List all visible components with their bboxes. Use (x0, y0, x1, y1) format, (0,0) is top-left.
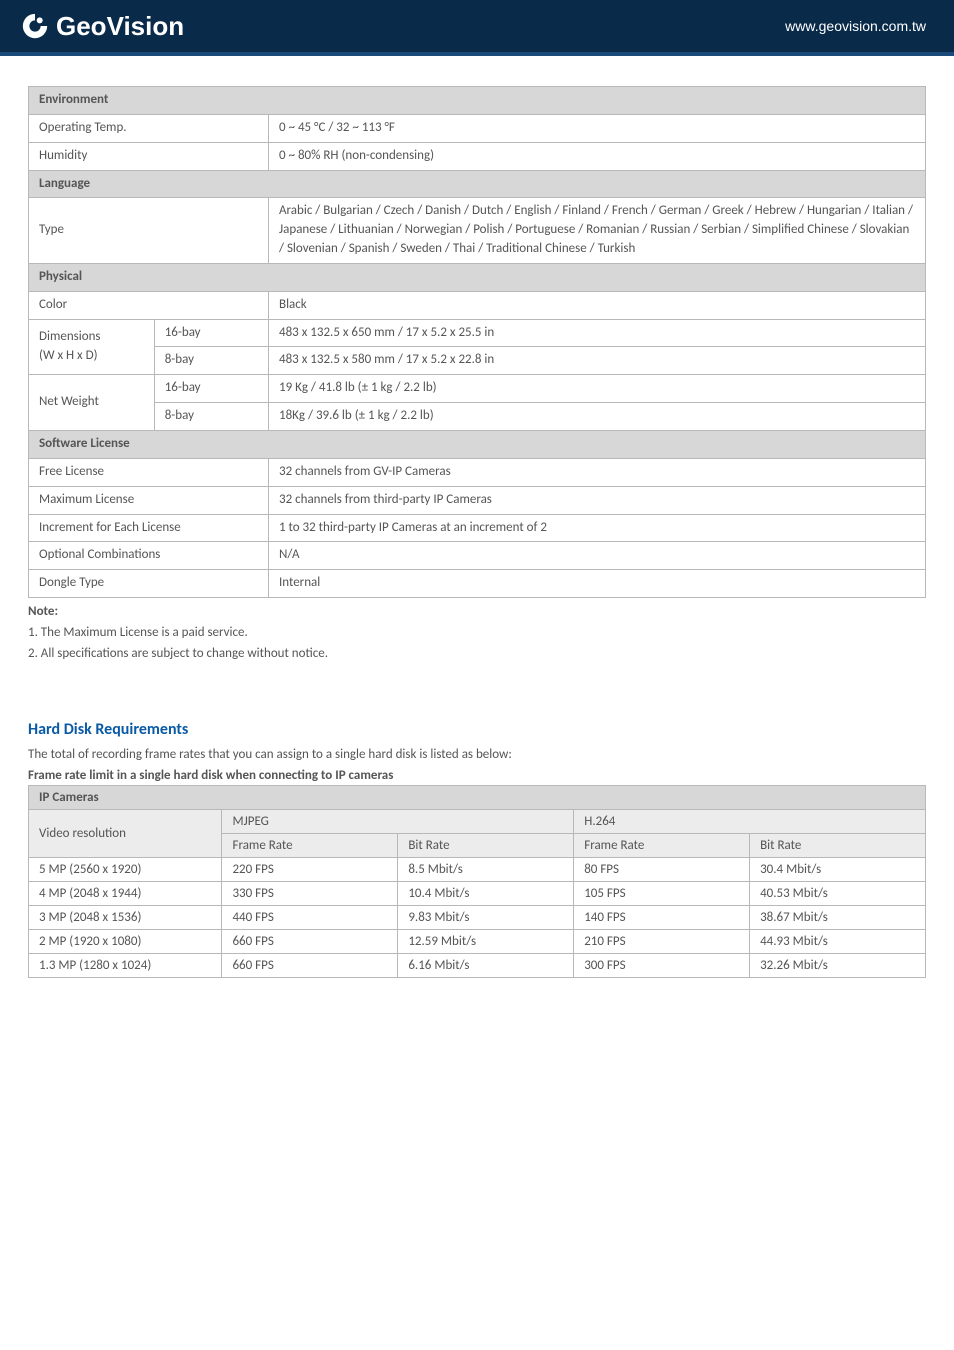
section-physical: Physical (29, 263, 926, 291)
cell-res: 5 MP (2560 x 1920) (29, 858, 222, 882)
frame-rate-table: IP Cameras Video resolution MJPEG H.264 … (28, 785, 926, 978)
cell-hfr: 140 FPS (574, 906, 750, 930)
cell-mbr: 8.5 Mbit/s (398, 858, 574, 882)
row-label: Maximum License (29, 486, 269, 514)
cell-mfr: 660 FPS (222, 954, 398, 978)
fr-codec-mjpeg: MJPEG (222, 810, 574, 834)
cell-res: 3 MP (2048 x 1536) (29, 906, 222, 930)
table-row: 4 MP (2048 x 1944) 330 FPS 10.4 Mbit/s 1… (29, 882, 926, 906)
row-value: Black (269, 291, 926, 319)
hdr-intro: The total of recording frame rates that … (28, 747, 926, 762)
cell-mbr: 12.59 Mbit/s (398, 930, 574, 954)
cell-hbr: 38.67 Mbit/s (750, 906, 926, 930)
cell-mbr: 10.4 Mbit/s (398, 882, 574, 906)
cell-hfr: 210 FPS (574, 930, 750, 954)
page-header: GeoVision www.geovision.com.tw (0, 0, 954, 56)
cell-hbr: 40.53 Mbit/s (750, 882, 926, 906)
row-label: Color (29, 291, 269, 319)
brand-name: GeoVision (56, 11, 184, 42)
row-label: Operating Temp. (29, 114, 269, 142)
note-item: 2. All specifications are subject to cha… (28, 646, 328, 661)
brand-logo: GeoVision (20, 11, 184, 42)
row-label: Free License (29, 458, 269, 486)
cell-hbr: 44.93 Mbit/s (750, 930, 926, 954)
cell-mbr: 9.83 Mbit/s (398, 906, 574, 930)
cell-mfr: 660 FPS (222, 930, 398, 954)
cell-hfr: 80 FPS (574, 858, 750, 882)
fr-res-header: Video resolution (29, 810, 222, 858)
section-language: Language (29, 170, 926, 198)
table-row: 1.3 MP (1280 x 1024) 660 FPS 6.16 Mbit/s… (29, 954, 926, 978)
section-environment: Environment (29, 87, 926, 115)
cell-res: 1.3 MP (1280 x 1024) (29, 954, 222, 978)
cell-mfr: 330 FPS (222, 882, 398, 906)
fr-col-header: Frame Rate (574, 834, 750, 858)
cell-hfr: 105 FPS (574, 882, 750, 906)
row-value: 0 ~ 80% RH (non-condensing) (269, 142, 926, 170)
cell-mfr: 440 FPS (222, 906, 398, 930)
spec-table: Environment Operating Temp. 0 ~ 45 °C / … (28, 86, 926, 598)
table-row: 2 MP (1920 x 1080) 660 FPS 12.59 Mbit/s … (29, 930, 926, 954)
row-value: 0 ~ 45 °C / 32 ~ 113 °F (269, 114, 926, 142)
row-value: 1 to 32 third-party IP Cameras at an inc… (269, 514, 926, 542)
row-value: 483 x 132.5 x 650 mm / 17 x 5.2 x 25.5 i… (269, 319, 926, 347)
sub-label: 16-bay (154, 319, 268, 347)
row-label: Dongle Type (29, 570, 269, 598)
logo-icon (20, 11, 50, 41)
row-value: 483 x 132.5 x 580 mm / 17 x 5.2 x 22.8 i… (269, 347, 926, 375)
page-content: Environment Operating Temp. 0 ~ 45 °C / … (0, 56, 954, 978)
note-item: 1. The Maximum License is a paid service… (28, 625, 248, 640)
row-value: Arabic / Bulgarian / Czech / Danish / Du… (269, 198, 926, 264)
fr-col-header: Bit Rate (398, 834, 574, 858)
cell-mfr: 220 FPS (222, 858, 398, 882)
cell-hfr: 300 FPS (574, 954, 750, 978)
notes-block: Note: 1. The Maximum License is a paid s… (28, 602, 926, 664)
row-label: Increment for Each License (29, 514, 269, 542)
fr-col-header: Bit Rate (750, 834, 926, 858)
table-row: 3 MP (2048 x 1536) 440 FPS 9.83 Mbit/s 1… (29, 906, 926, 930)
row-value: 32 channels from third-party IP Cameras (269, 486, 926, 514)
dimensions-label2: (W x H x D) (39, 348, 98, 363)
row-value: 19 Kg / 41.8 lb (± 1 kg / 2.2 lb) (269, 375, 926, 403)
cell-res: 4 MP (2048 x 1944) (29, 882, 222, 906)
fr-cat-header: IP Cameras (29, 786, 926, 810)
hdr-subhead: Frame rate limit in a single hard disk w… (28, 768, 926, 783)
dimensions-label: Dimensions (39, 329, 101, 344)
table-row: 5 MP (2560 x 1920) 220 FPS 8.5 Mbit/s 80… (29, 858, 926, 882)
hdr-title: Hard Disk Requirements (28, 720, 926, 739)
sub-label: 8-bay (154, 403, 268, 431)
row-label: Optional Combinations (29, 542, 269, 570)
cell-res: 2 MP (1920 x 1080) (29, 930, 222, 954)
fr-col-header: Frame Rate (222, 834, 398, 858)
row-value: 32 channels from GV-IP Cameras (269, 458, 926, 486)
row-label: Dimensions (W x H x D) (29, 319, 155, 375)
cell-mbr: 6.16 Mbit/s (398, 954, 574, 978)
section-software-license: Software License (29, 430, 926, 458)
header-url: www.geovision.com.tw (785, 18, 926, 34)
notes-heading: Note: (28, 604, 58, 619)
row-value: N/A (269, 542, 926, 570)
row-label: Net Weight (29, 375, 155, 431)
row-label: Type (29, 198, 269, 264)
fr-codec-h264: H.264 (574, 810, 926, 834)
row-value: Internal (269, 570, 926, 598)
cell-hbr: 32.26 Mbit/s (750, 954, 926, 978)
sub-label: 16-bay (154, 375, 268, 403)
sub-label: 8-bay (154, 347, 268, 375)
cell-hbr: 30.4 Mbit/s (750, 858, 926, 882)
row-label: Humidity (29, 142, 269, 170)
row-value: 18Kg / 39.6 lb (± 1 kg / 2.2 lb) (269, 403, 926, 431)
